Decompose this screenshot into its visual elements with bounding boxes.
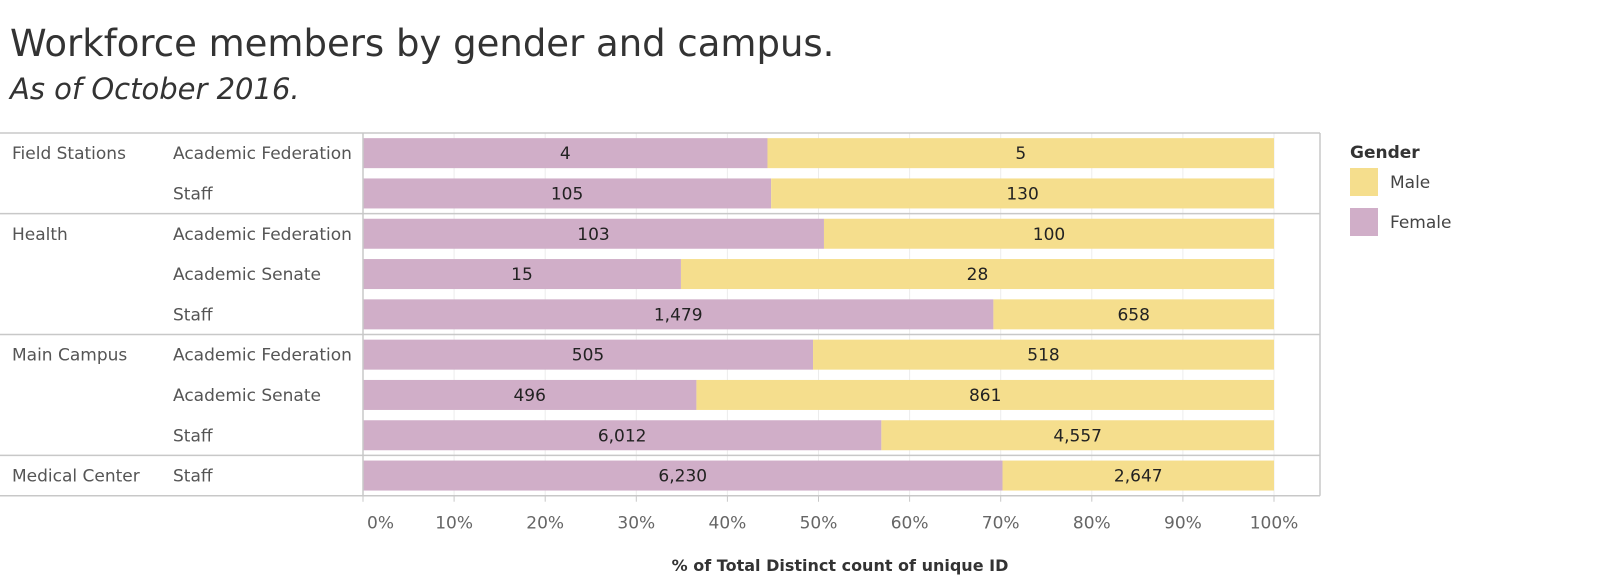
- data-label-male: 4,557: [1053, 426, 1102, 446]
- x-tick-label: 70%: [982, 514, 1020, 534]
- data-label-female: 6,012: [598, 426, 647, 446]
- table-frame: [0, 132, 1321, 497]
- bar-male: [993, 299, 1274, 330]
- campus-label: Main Campus: [12, 346, 127, 366]
- data-label-female: 15: [511, 265, 533, 285]
- data-label-male: 658: [1117, 305, 1149, 325]
- data-label-male: 28: [967, 265, 989, 285]
- x-tick-label: 40%: [709, 514, 747, 534]
- campus-label: Field Stations: [12, 144, 126, 164]
- bar-female: [363, 339, 814, 370]
- category-label: Academic Federation: [173, 225, 352, 245]
- legend: Gender Male Female: [1350, 143, 1451, 236]
- data-label-female: 496: [513, 386, 545, 406]
- bar-female: [363, 138, 768, 169]
- bar-male: [696, 379, 1274, 410]
- bar-male: [767, 138, 1274, 169]
- x-tick-label: 30%: [617, 514, 655, 534]
- data-label-male: 100: [1033, 225, 1065, 245]
- x-tick-label: 80%: [1073, 514, 1111, 534]
- bars: 4 5 105 130 103 100 15 28 1,479 658 505 518 496 861 6,…: [363, 138, 1274, 491]
- bar-female: [363, 420, 882, 451]
- bar-male: [771, 178, 1274, 209]
- x-axis: 0% 10% 20% 30% 40% 50% 60% 70% 80% 90% 100%: [362, 495, 1299, 534]
- bar-male: [680, 259, 1274, 290]
- x-tick-label: 20%: [526, 514, 564, 534]
- legend-title: Gender: [1350, 143, 1420, 163]
- category-label: Academic Senate: [173, 386, 321, 406]
- data-label-female: 103: [577, 225, 609, 245]
- bar-male: [813, 339, 1274, 370]
- bar-female: [363, 299, 994, 330]
- campus-label: Medical Center: [12, 467, 140, 487]
- bar-female: [363, 218, 824, 249]
- x-tick-label: 60%: [891, 514, 929, 534]
- category-label: Staff: [173, 467, 214, 487]
- row-labels: Academic Federation Field Stations Staff Ac…: [12, 144, 352, 486]
- data-label-female: 505: [572, 346, 604, 366]
- x-axis-title: % of Total Distinct count of unique ID: [672, 556, 1009, 575]
- bar-female: [363, 379, 697, 410]
- category-label: Academic Senate: [173, 265, 321, 285]
- legend-swatch-female: [1350, 208, 1378, 236]
- data-label-male: 5: [1015, 144, 1026, 164]
- bar-male: [823, 218, 1274, 249]
- chart-subtitle: As of October 2016.: [8, 72, 300, 106]
- category-label: Academic Federation: [173, 346, 352, 366]
- bar-female: [363, 259, 681, 290]
- data-label-female: 6,230: [658, 467, 707, 487]
- data-label-female: 1,479: [654, 305, 703, 325]
- category-label: Staff: [173, 184, 214, 204]
- x-tick-label: 50%: [800, 514, 838, 534]
- data-label-female: 4: [560, 144, 571, 164]
- x-tick-label: 0%: [367, 514, 394, 534]
- x-tick-label: 100%: [1250, 514, 1299, 534]
- bar-male: [881, 420, 1274, 451]
- x-tick-label: 90%: [1164, 514, 1202, 534]
- legend-label-male: Male: [1390, 173, 1430, 193]
- data-label-male: 2,647: [1114, 467, 1163, 487]
- data-label-male: 518: [1027, 346, 1059, 366]
- data-label-male: 130: [1006, 184, 1038, 204]
- legend-swatch-male: [1350, 168, 1378, 196]
- category-label: Staff: [173, 305, 214, 325]
- legend-label-female: Female: [1390, 213, 1451, 233]
- bar-female: [363, 178, 772, 209]
- bar-male: [1002, 460, 1274, 491]
- chart-title: Workforce members by gender and campus.: [10, 22, 834, 65]
- data-label-female: 105: [551, 184, 583, 204]
- campus-label: Health: [12, 225, 68, 245]
- category-label: Staff: [173, 426, 214, 446]
- category-label: Academic Federation: [173, 144, 352, 164]
- bar-female: [363, 460, 1003, 491]
- x-tick-label: 10%: [435, 514, 473, 534]
- data-label-male: 861: [969, 386, 1001, 406]
